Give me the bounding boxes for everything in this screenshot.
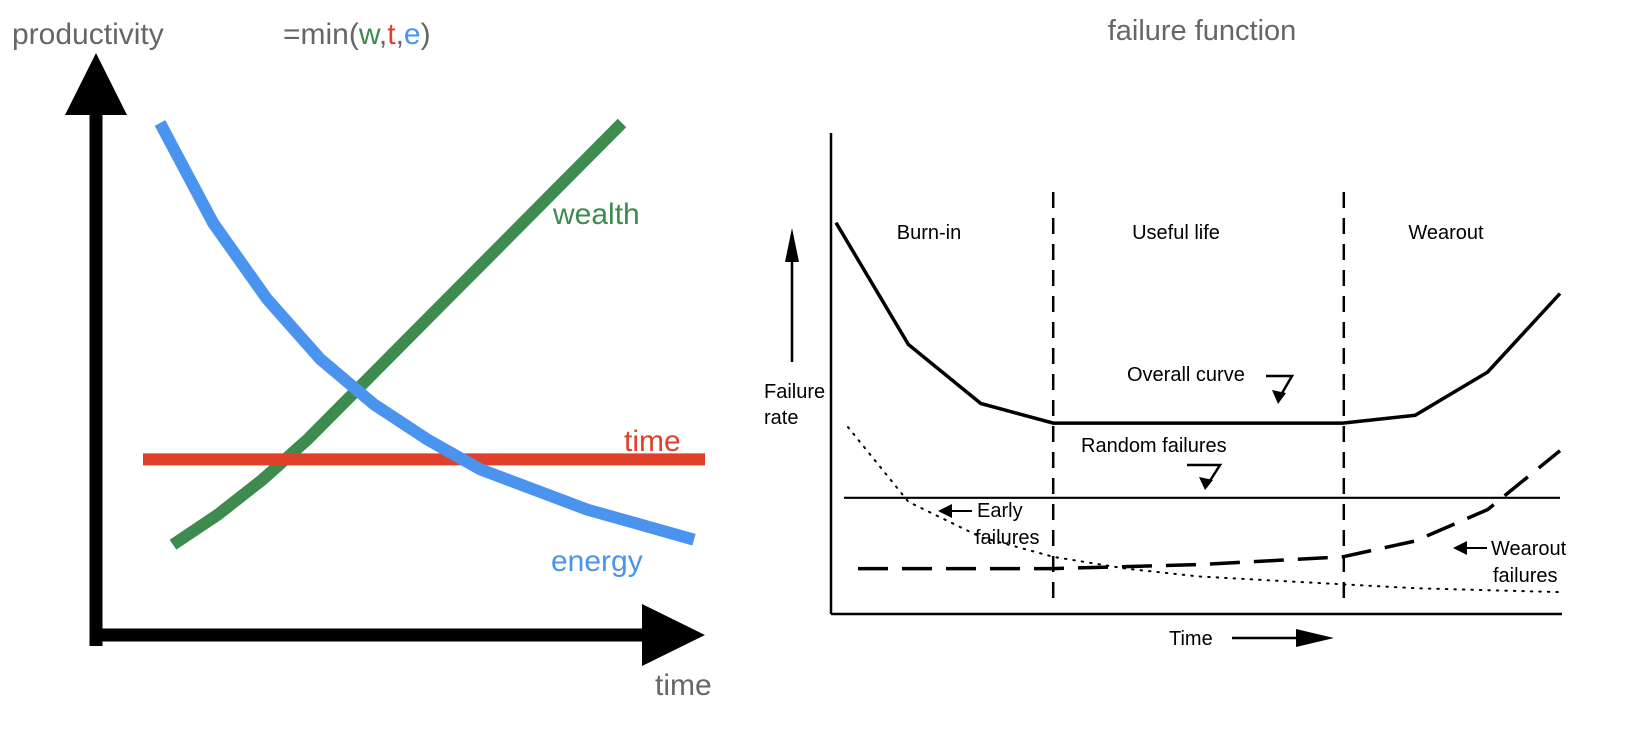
- formula-sep1: ,: [379, 18, 387, 51]
- x-axis-label: time: [655, 669, 712, 702]
- series-line-wealth: [169, 118, 627, 550]
- annotation-early-line2: failures: [975, 527, 1039, 549]
- early-failures-pointer-head: [938, 504, 952, 518]
- formula-prefix: =min(: [283, 18, 359, 51]
- series-line-overall-curve: [834, 221, 1562, 425]
- formula-w: w: [358, 18, 381, 51]
- failure-rate-label-line1: Failure: [764, 381, 825, 403]
- series-label-wealth: wealth: [552, 198, 640, 231]
- formula-sep2: ,: [396, 18, 404, 51]
- series-line-wearout-failures: [858, 449, 1562, 571]
- annotation-wearout-line2: failures: [1493, 565, 1557, 587]
- overall-curve-pointer-head: [1272, 390, 1286, 404]
- series-line-early-failures: [847, 426, 1561, 594]
- formula: =min(w,t,e): [283, 18, 431, 51]
- annotation-random-failures: Random failures: [1081, 435, 1227, 457]
- overall-curve-pointer: [1266, 374, 1295, 401]
- region-label-burn-in: Burn-in: [897, 222, 961, 244]
- y-axis-arrowhead: [65, 53, 127, 115]
- annotation-early-line1: Early: [977, 500, 1023, 522]
- annotation-overall-curve: Overall curve: [1127, 364, 1245, 386]
- formula-suffix: ): [421, 18, 431, 51]
- y-axis-label: productivity: [12, 18, 164, 51]
- left-series-group: [143, 118, 705, 550]
- region-label-wearout: Wearout: [1408, 222, 1484, 244]
- wearout-failures-pointer-head: [1453, 541, 1467, 555]
- region-label-useful-life: Useful life: [1132, 222, 1220, 244]
- formula-t: t: [387, 18, 396, 51]
- failure-rate-label-line2: rate: [764, 407, 798, 429]
- series-line-energy: [154, 120, 696, 546]
- failure-function-chart: failure function Failure rate Burn-in Us…: [764, 15, 1567, 650]
- right-series-group: [834, 221, 1562, 594]
- x-axis-arrowhead: [642, 604, 705, 666]
- region-boundaries: [1051, 192, 1346, 606]
- series-label-energy: energy: [551, 545, 643, 578]
- formula-e: e: [404, 18, 421, 51]
- failure-x-axis-label: Time: [1169, 628, 1213, 650]
- annotation-wearout-line1: Wearout: [1491, 538, 1567, 560]
- series-label-time: time: [624, 425, 681, 458]
- productivity-chart: productivity =min(w,t,e) time wealth tim…: [12, 18, 712, 702]
- random-failures-pointer-head: [1199, 477, 1213, 490]
- time-arrowhead: [1296, 629, 1334, 647]
- chart-title: failure function: [1108, 15, 1297, 47]
- failure-rate-arrowhead: [785, 228, 799, 262]
